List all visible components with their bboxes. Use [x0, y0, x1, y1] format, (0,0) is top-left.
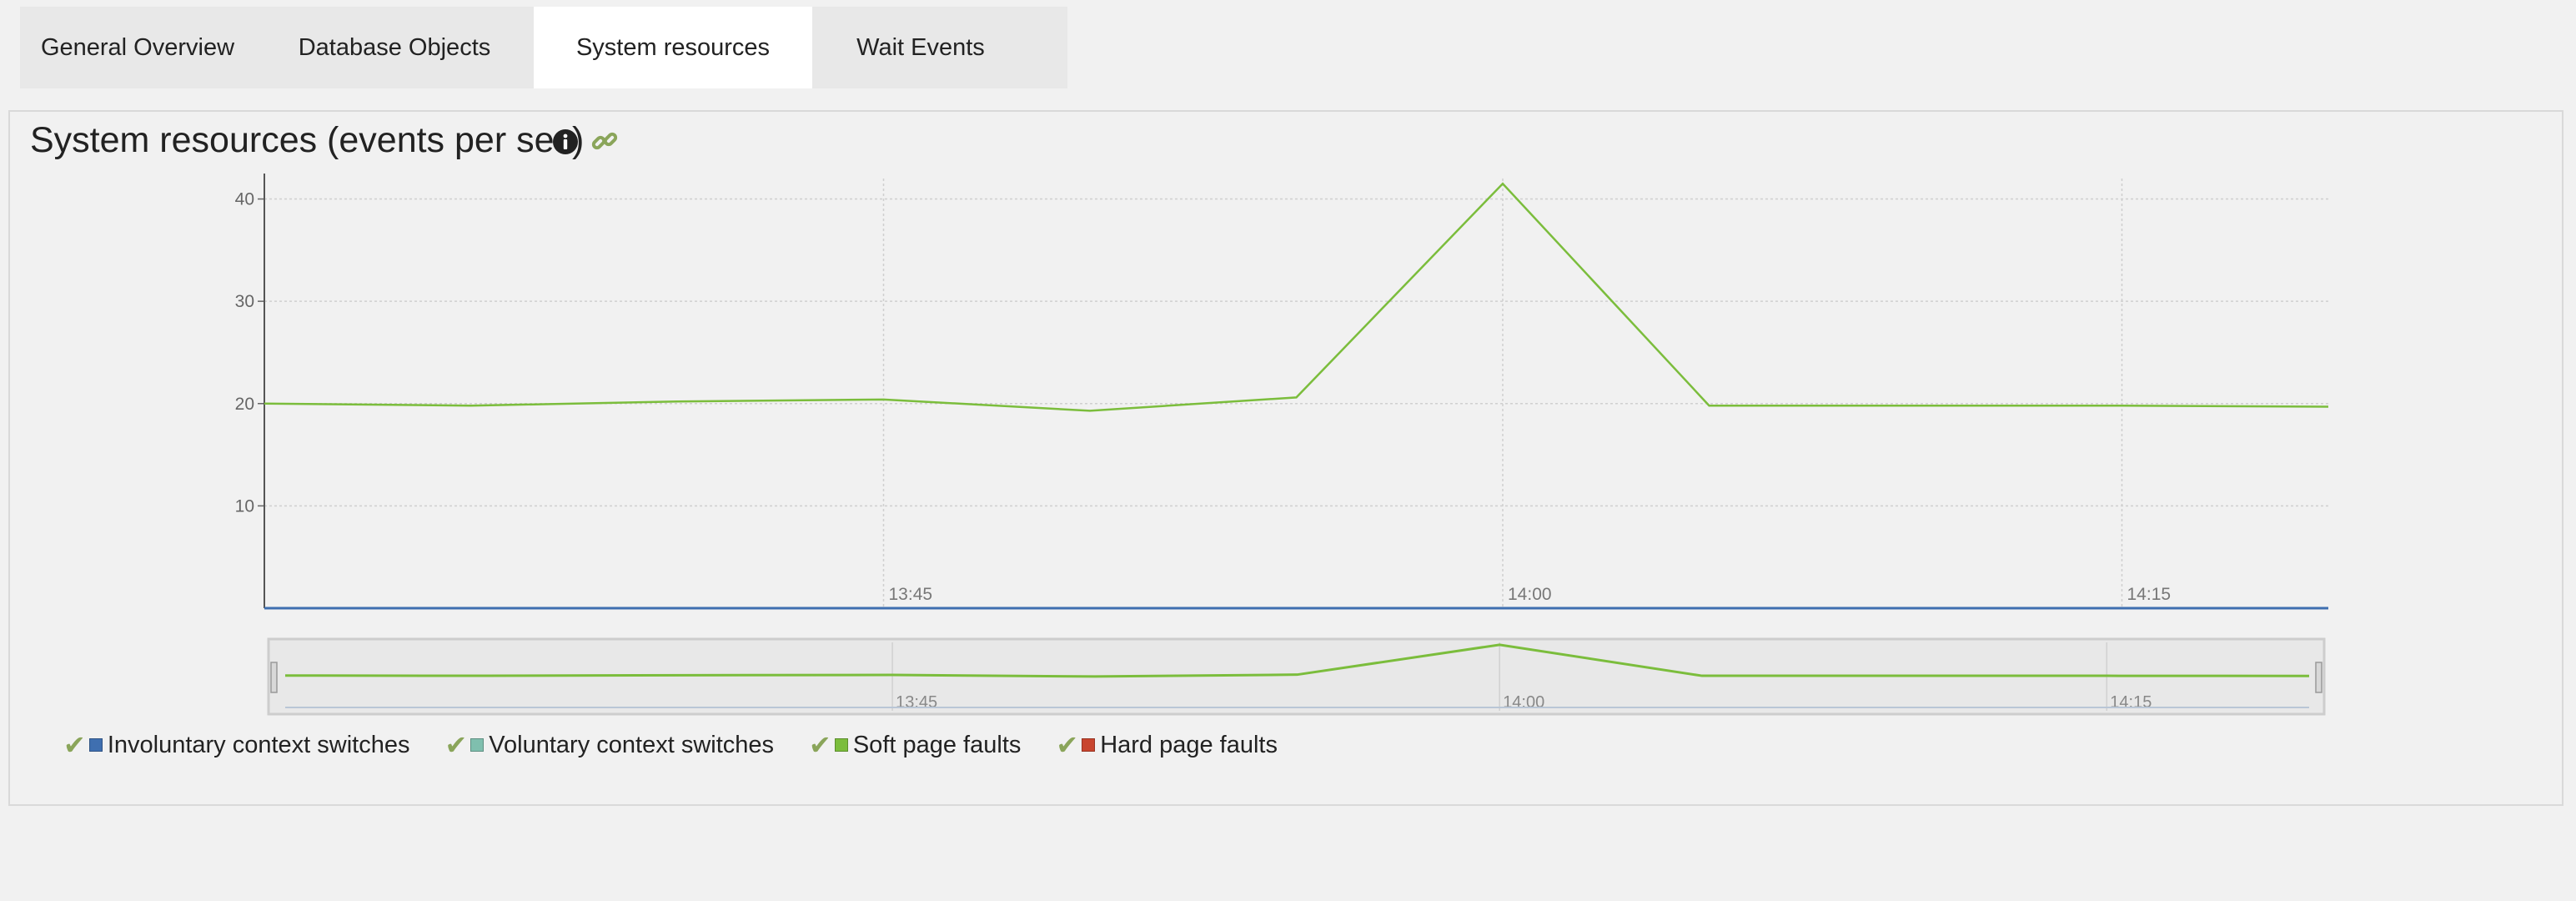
legend-swatch: [1082, 738, 1096, 752]
legend-item-soft-page-faults[interactable]: ✔ Soft page faults: [809, 729, 1021, 761]
tab-bar: General Overview Database Objects System…: [20, 7, 1067, 88]
legend-swatch: [88, 738, 103, 752]
tab-general-overview[interactable]: General Overview: [40, 34, 235, 61]
navigator-series-line: [284, 643, 2310, 678]
check-icon: ✔: [63, 730, 86, 760]
legend-label: Hard page faults: [1100, 731, 1278, 758]
y-tick-label: 10: [235, 496, 254, 516]
navigator-tick-label: 13:45: [896, 693, 937, 712]
legend-label: Voluntary context switches: [489, 731, 775, 758]
navigator-tick-label: 14:15: [2110, 693, 2152, 712]
legend-label: Involuntary context switches: [107, 731, 410, 758]
navigator-handle[interactable]: [2315, 662, 2322, 693]
legend-item-involuntary[interactable]: ✔ Involuntary context switches: [63, 729, 409, 761]
legend-swatch: [834, 738, 848, 752]
tab-system-resources[interactable]: System resources: [534, 7, 812, 88]
chart-area: 10 20 30 40 13:45 14:00 14:15 13:45 14:00 14:15: [235, 174, 2329, 716]
y-tick-label: 40: [235, 190, 254, 209]
check-icon: ✔: [444, 730, 468, 760]
check-icon: ✔: [1056, 730, 1079, 760]
tab-wait-events[interactable]: Wait Events: [856, 34, 985, 61]
panel-title: System resources (events per sec): [30, 120, 585, 160]
y-tick-label: 20: [235, 395, 254, 414]
system-resources-panel: System resources (events per sec) 10 20 30…: [8, 110, 2563, 806]
legend-swatch: [470, 738, 485, 752]
x-tick-label: 14:15: [2127, 585, 2172, 604]
series-line: [264, 182, 2329, 412]
navigator-handle[interactable]: [270, 662, 278, 693]
navigator-tick-label: 14:00: [1503, 693, 1544, 712]
legend-item-hard-page-faults[interactable]: ✔ Hard page faults: [1056, 729, 1278, 761]
tab-database-objects[interactable]: Database Objects: [298, 34, 491, 61]
x-tick-label: 14:00: [1508, 585, 1552, 604]
chart-legend: ✔ Involuntary context switches ✔ Volunta…: [63, 729, 1313, 761]
info-icon[interactable]: [552, 128, 579, 155]
y-tick-label: 30: [235, 292, 254, 311]
x-tick-label: 13:45: [889, 585, 933, 604]
legend-label: Soft page faults: [852, 731, 1022, 758]
legend-item-voluntary[interactable]: ✔ Voluntary context switches: [444, 729, 774, 761]
link-icon[interactable]: [590, 127, 619, 155]
check-icon: ✔: [809, 730, 831, 760]
